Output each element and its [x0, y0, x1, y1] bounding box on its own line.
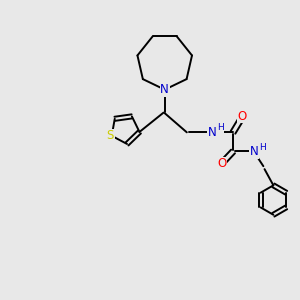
- Text: N: N: [208, 126, 216, 139]
- Text: O: O: [217, 157, 226, 170]
- Text: S: S: [106, 129, 114, 142]
- Text: O: O: [237, 110, 247, 123]
- Text: N: N: [160, 83, 169, 96]
- Text: N: N: [250, 145, 259, 158]
- Text: H: H: [217, 123, 224, 132]
- Text: H: H: [259, 142, 266, 152]
